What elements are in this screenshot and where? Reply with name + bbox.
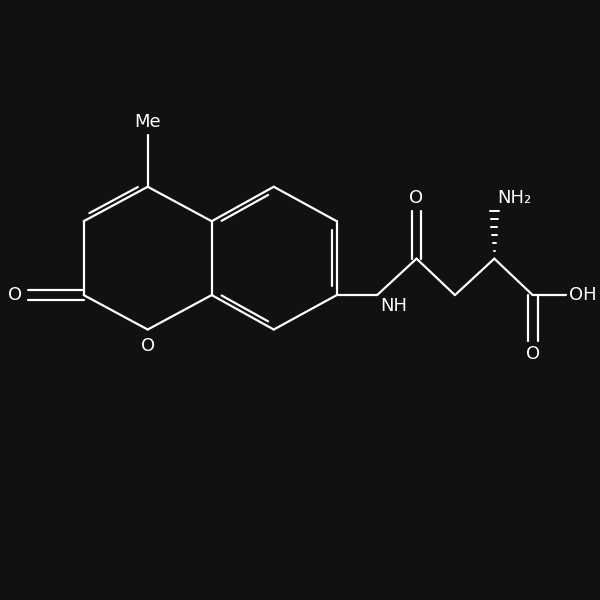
Text: O: O (140, 337, 155, 355)
Text: O: O (8, 286, 22, 304)
Text: O: O (526, 345, 540, 363)
Text: O: O (409, 190, 424, 208)
Text: OH: OH (569, 286, 597, 304)
Text: NH₂: NH₂ (497, 190, 532, 208)
Text: Me: Me (134, 113, 161, 131)
Text: NH: NH (380, 297, 407, 315)
